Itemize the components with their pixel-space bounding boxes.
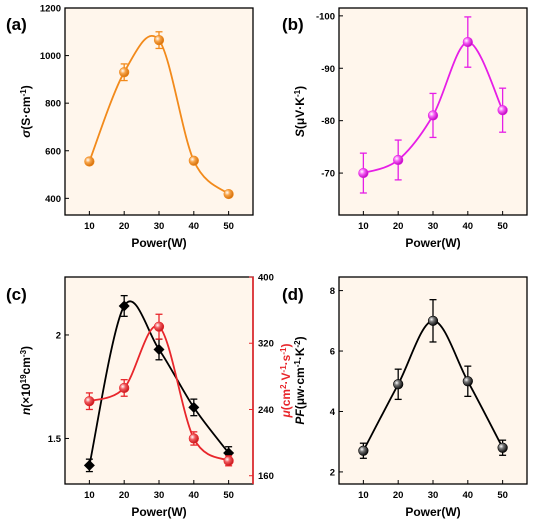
panel-a-y-axis-label: σ(S·cm-1) xyxy=(19,85,34,137)
x-tick-label: 30 xyxy=(428,221,439,232)
x-tick-label: 20 xyxy=(393,221,404,232)
data-point xyxy=(497,105,508,116)
data-point xyxy=(358,445,369,456)
y-tick-label: 2 xyxy=(330,467,335,478)
panel-a-label: (a) xyxy=(6,15,27,34)
panel-c-right-y-ticks: 160 240 320 400 xyxy=(249,273,274,484)
y-tick-label: 600 xyxy=(45,146,61,157)
series-line xyxy=(88,300,230,466)
x-tick-label: 30 xyxy=(154,221,165,232)
x-tick-label: 30 xyxy=(428,490,439,501)
panel-b-label: (b) xyxy=(282,15,304,34)
data-point xyxy=(223,188,234,200)
x-tick-label: 40 xyxy=(189,221,200,232)
data-point xyxy=(462,376,473,387)
panel-b-x-axis-label: Power(W) xyxy=(405,236,460,250)
panel-d-x-axis-label: Power(W) xyxy=(405,505,460,519)
data-point xyxy=(427,315,439,326)
data-point xyxy=(118,300,130,312)
y-tick-label: 1000 xyxy=(40,51,61,62)
x-tick-label: 10 xyxy=(358,490,369,501)
panel-a-y-ticks: 400 600 800 1000 1200 xyxy=(40,4,69,205)
x-tick-label: 20 xyxy=(393,490,404,501)
data-point xyxy=(427,110,439,121)
panel-b-y-ticks: -70 -80 -90 -100 xyxy=(316,11,343,180)
x-tick-label: 50 xyxy=(223,221,234,232)
x-tick-label: 50 xyxy=(497,490,508,501)
data-point xyxy=(153,343,165,355)
y-tick-label: -90 xyxy=(321,64,335,75)
y-tick-label: 6 xyxy=(330,347,335,358)
data-point xyxy=(497,442,508,453)
panel-c-x-ticks: 10 20 30 40 50 xyxy=(84,480,234,501)
y-tick-label: -80 xyxy=(321,116,335,127)
data-point xyxy=(188,401,200,413)
data-point xyxy=(393,154,404,166)
data-point xyxy=(223,455,234,466)
x-tick-label: 40 xyxy=(463,490,474,501)
data-point xyxy=(358,167,369,179)
x-tick-label: 10 xyxy=(358,221,369,232)
panel-c-label: (c) xyxy=(6,285,27,304)
panel-b-series xyxy=(358,16,508,194)
panel-c-y-axis-label: n(×1019cm-3) xyxy=(19,346,34,415)
x-tick-label: 30 xyxy=(154,490,165,501)
data-point xyxy=(84,396,95,407)
data-point xyxy=(119,67,130,78)
x-tick-label: 10 xyxy=(84,490,95,501)
data-point xyxy=(153,35,165,46)
x-tick-label: 10 xyxy=(84,221,95,232)
panel-d-y-axis-label: PF(μw·cm-1·K-2) xyxy=(293,336,308,424)
x-tick-label: 50 xyxy=(497,221,508,232)
data-point xyxy=(83,459,95,471)
data-point xyxy=(153,321,165,332)
panel-c-x-axis-label: Power(W) xyxy=(131,505,186,519)
y-tick-label: 1.5 xyxy=(48,434,62,445)
panel-d-x-ticks: 10 20 30 40 50 xyxy=(358,480,508,501)
y-tick-label: 1200 xyxy=(40,4,61,15)
panel-a-x-axis-label: Power(W) xyxy=(131,236,186,250)
data-point xyxy=(84,156,95,167)
right-y-tick-label: 320 xyxy=(258,339,274,350)
panel-c-right-y-axis-label: μ(cm2·V-1·s-1) xyxy=(279,344,294,419)
panel-a-series xyxy=(84,31,234,200)
right-y-tick-label: 400 xyxy=(258,273,274,284)
y-tick-label: -70 xyxy=(321,169,335,180)
right-y-tick-label: 160 xyxy=(258,471,274,482)
y-tick-label: 2 xyxy=(56,330,61,341)
y-tick-label: 8 xyxy=(330,286,335,297)
panel-d-y-ticks: 2 4 6 8 xyxy=(330,286,343,478)
panel-a: 10 20 30 40 50 400 600 800 1000 1200 (a) Power(W… xyxy=(6,4,254,250)
x-tick-label: 40 xyxy=(463,221,474,232)
series-line xyxy=(363,41,504,174)
panel-d-label: (d) xyxy=(282,285,304,304)
data-point xyxy=(119,382,130,394)
x-tick-label: 20 xyxy=(119,221,130,232)
panel-b: 10 20 30 40 50 -70 -80 -90 -100 (b) Power(W) S(… xyxy=(282,7,528,250)
panel-b-x-ticks: 10 20 30 40 50 xyxy=(358,211,508,232)
x-tick-label: 20 xyxy=(119,490,130,501)
data-point xyxy=(188,433,199,444)
y-tick-label: 400 xyxy=(45,194,61,205)
panel-c-plot-area xyxy=(65,277,253,484)
y-tick-label: 4 xyxy=(330,407,336,418)
panel-a-x-ticks: 10 20 30 40 50 xyxy=(84,211,234,232)
panel-c-y-ticks: 1.52 xyxy=(48,330,69,445)
data-point xyxy=(462,36,473,48)
data-point xyxy=(188,155,199,166)
panel-c-series xyxy=(83,294,235,473)
panel-d-series xyxy=(358,299,508,459)
data-point xyxy=(393,379,404,390)
y-tick-label: 800 xyxy=(45,99,61,110)
x-tick-label: 40 xyxy=(189,490,200,501)
panel-b-y-axis-label: S(μV·K-1) xyxy=(293,86,308,137)
x-tick-label: 50 xyxy=(223,490,234,501)
y-tick-label: -100 xyxy=(316,11,335,22)
panel-d: 10 20 30 40 50 2 4 6 8 (d) Power(W) PF(μw·cm-1·… xyxy=(282,276,528,519)
right-y-tick-label: 240 xyxy=(258,405,274,416)
